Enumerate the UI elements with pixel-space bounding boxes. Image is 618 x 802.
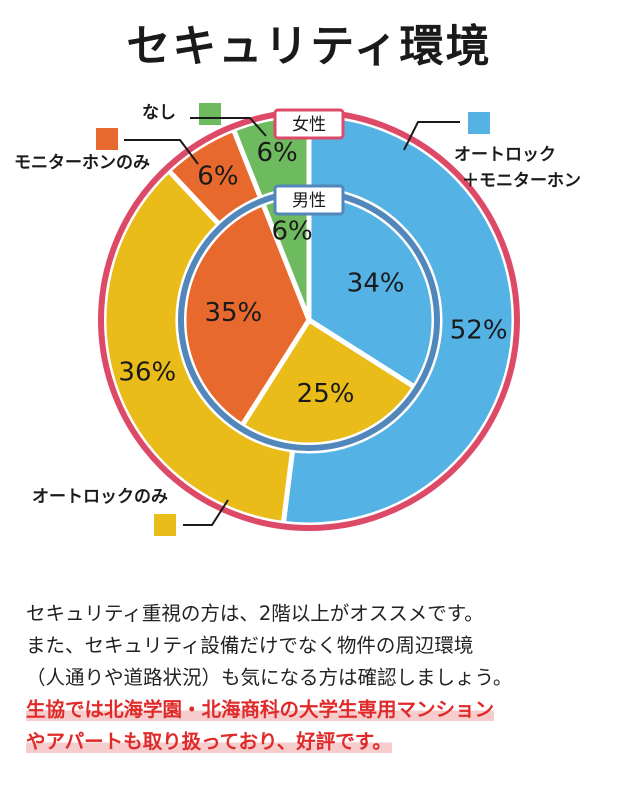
description-line-1: セキュリティ重視の方は、2階以上がオススメです。 — [26, 602, 484, 625]
female-pct-label-3: 6% — [257, 138, 298, 168]
male-pct-label-2: 35% — [204, 298, 262, 328]
legend-swatch-orange — [96, 128, 118, 150]
percent-labels: 52% 36% 6% 6% 34% 25% 35% 6% — [118, 138, 507, 409]
leader-line — [190, 117, 267, 137]
legend-swatch-green — [199, 103, 221, 125]
description-text: セキュリティ重視の方は、2階以上がオススメです。 また、セキュリティ設備だけでな… — [26, 598, 606, 758]
male-pct-label-1: 25% — [297, 379, 355, 409]
male-slice-2 — [181, 201, 312, 429]
legend-label-autolock-monitor-line2: ＋モニターホン — [462, 171, 581, 191]
legend-monitor-only: モニターホンのみ — [14, 128, 199, 173]
legend-none: なし — [142, 103, 267, 137]
highlight-line-2: やアパートも取り扱っており、好評です。 — [26, 730, 392, 753]
ring-tag-male: 男性 — [273, 184, 345, 216]
legend-swatch-blue — [468, 112, 490, 134]
female-pct-label-0: 52% — [450, 316, 508, 346]
legend-autolock-monitor: オートロック ＋モニターホン — [403, 112, 581, 191]
ring-label-male: 男性 — [292, 191, 326, 211]
highlight-line-1: 生協では北海学園・北海商科の大学生専用マンション — [26, 698, 495, 721]
leader-line — [124, 139, 199, 165]
legend-label-autolock-only: オートロックのみ — [32, 487, 168, 507]
donut-chart: 52% 36% 6% 6% 34% 25% 35% 6% 女性 男性 オートロック ＋モニター… — [14, 103, 581, 536]
leader-line — [403, 121, 460, 151]
male-pct-label-3: 6% — [272, 217, 313, 247]
legend-swatch-yellow — [154, 514, 176, 536]
legend-label-monitor-only: モニターホンのみ — [14, 153, 150, 173]
female-pct-label-1: 36% — [118, 358, 176, 388]
legend-autolock-only: オートロックのみ — [32, 487, 229, 536]
leader-line — [183, 499, 229, 526]
legend-label-none: なし — [142, 103, 176, 123]
description-line-2: また、セキュリティ設備だけでなく物件の周辺環境 — [26, 634, 474, 657]
ring-label-female: 女性 — [292, 115, 326, 135]
inner-ring-slices — [181, 192, 437, 448]
legend-label-autolock-monitor-line1: オートロック — [454, 145, 556, 165]
female-pct-label-2: 6% — [197, 161, 238, 191]
chart-title: セキュリティ環境 — [126, 21, 492, 72]
male-pct-label-0: 34% — [347, 268, 405, 298]
description-line-3: （人通りや道路状況）も気になる方は確認しましょう。 — [26, 666, 513, 689]
male-slice-1 — [239, 317, 418, 448]
ring-tag-female: 女性 — [273, 108, 345, 140]
